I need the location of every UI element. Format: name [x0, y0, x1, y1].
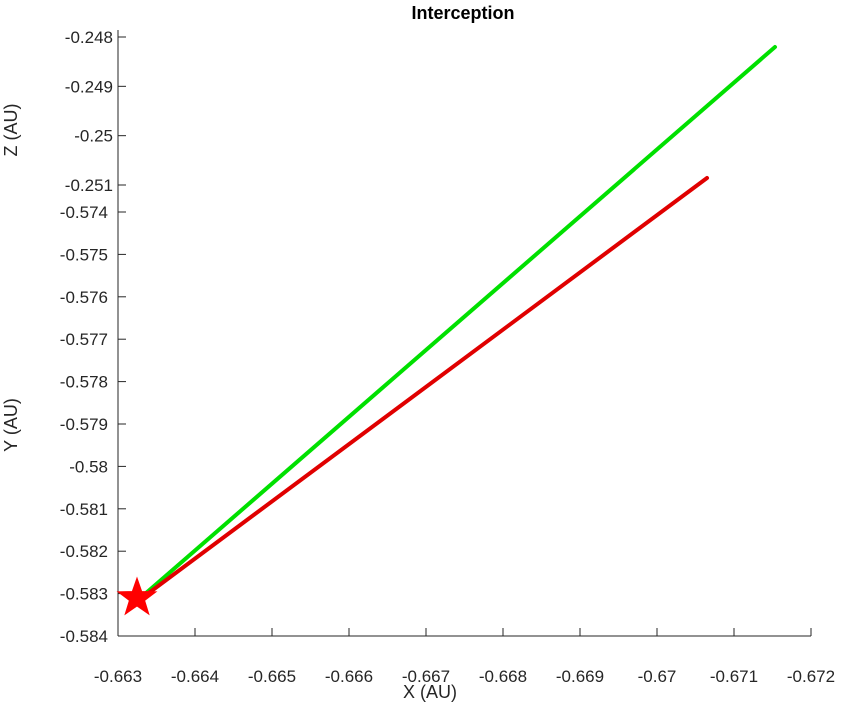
x-tick-label: -0.668: [479, 667, 527, 686]
axes: [117, 30, 811, 637]
z-tick-label: -0.248: [65, 28, 113, 47]
y-tick-label: -0.583: [60, 585, 108, 604]
y-tick-label: -0.584: [60, 627, 108, 646]
x-tick-label: -0.669: [556, 667, 604, 686]
x-axis-label: X (AU): [403, 682, 457, 702]
x-tick-label: -0.664: [171, 667, 219, 686]
y-tick-label: -0.58: [69, 457, 108, 476]
x-tick-label: -0.667: [402, 667, 450, 686]
y-tick-label: -0.575: [60, 245, 108, 264]
star-marker: [116, 576, 158, 616]
z-tick-label: -0.251: [65, 176, 113, 195]
y-tick-label: -0.577: [60, 330, 108, 349]
y-tick-label: -0.582: [60, 542, 108, 561]
ticks: -0.663 -0.664 -0.665 -0.666 -0.667 -0.668 -0.6…: [60, 28, 835, 686]
y-tick-label: -0.581: [60, 500, 108, 519]
z-tick-label: -0.249: [65, 77, 113, 96]
series-line-1: [136, 45, 777, 602]
x-tick-label: -0.67: [638, 667, 677, 686]
y-axis-label: Y (AU): [1, 398, 21, 452]
x-tick-label: -0.671: [710, 667, 758, 686]
z-tick-label: -0.25: [74, 127, 113, 146]
x-tick-label: -0.663: [94, 667, 142, 686]
y-tick-label: -0.574: [60, 203, 108, 222]
y-tick-label: -0.579: [60, 415, 108, 434]
y-tick-label: -0.576: [60, 288, 108, 307]
series-line-2: [136, 176, 709, 603]
y-tick-label: -0.578: [60, 373, 108, 392]
series-layer: [136, 45, 777, 603]
x-tick-label: -0.672: [787, 667, 835, 686]
marker-layer: [116, 576, 158, 616]
z-axis-label: Z (AU): [1, 104, 21, 157]
x-tick-label: -0.665: [248, 667, 296, 686]
x-tick-label: -0.666: [325, 667, 373, 686]
chart-title: Interception: [411, 3, 514, 23]
